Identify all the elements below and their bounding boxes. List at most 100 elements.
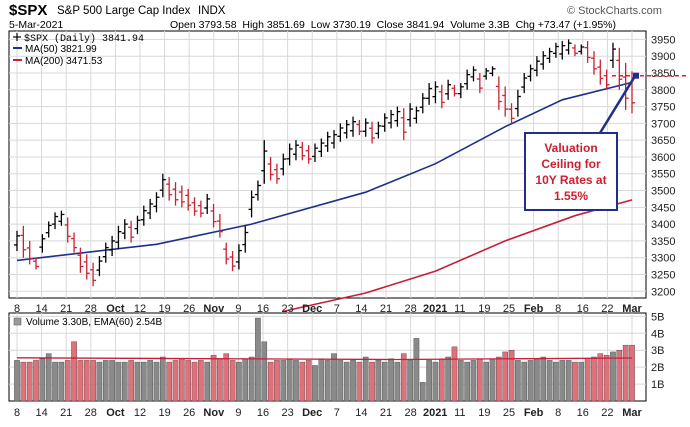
volume-bar xyxy=(90,360,96,402)
volume-tick-label: 5B xyxy=(651,311,664,323)
volume-bar xyxy=(191,361,198,402)
volume-bar xyxy=(324,360,331,402)
volume-bar xyxy=(400,353,407,402)
price-tick-label: 3250 xyxy=(651,269,675,281)
price-tick-label: 3350 xyxy=(651,236,675,248)
volume-bar xyxy=(280,360,287,402)
volume-bar xyxy=(394,361,401,402)
volume-bar xyxy=(267,361,274,402)
volume-x-tick-label: 12 xyxy=(134,407,146,419)
volume-bar xyxy=(419,382,426,402)
volume-bar xyxy=(286,358,293,402)
annotation-box xyxy=(524,132,618,211)
volume-bar xyxy=(388,358,394,402)
volume-bar xyxy=(331,353,337,402)
chart-date: 5-Mar-2021 xyxy=(9,19,63,31)
volume-legend: Volume 3.30B, EMA(60) 2.54B xyxy=(13,317,163,328)
volume-bar xyxy=(141,361,147,402)
volume-bar xyxy=(236,361,242,402)
volume-bar xyxy=(71,341,77,402)
volume-bar xyxy=(540,356,547,402)
volume-bar xyxy=(502,351,508,402)
volume-bar xyxy=(413,338,420,402)
x-tick-label: 11 xyxy=(454,303,465,315)
volume-x-tick-label: 2021 xyxy=(423,407,447,419)
price-tick-label: 3750 xyxy=(651,102,675,114)
last-point-marker xyxy=(633,72,639,79)
volume-bar xyxy=(534,358,540,402)
volume-bar xyxy=(496,356,502,402)
volume-bar xyxy=(312,365,318,402)
annotation-line-2: Ceiling for xyxy=(541,157,601,171)
volume-bar xyxy=(210,355,217,402)
annotation-line-4: 1.55% xyxy=(554,189,588,203)
volume-bar xyxy=(337,360,344,402)
volume-bar xyxy=(572,361,578,402)
x-tick-label: Dec xyxy=(302,303,322,315)
volume-bar xyxy=(470,360,477,402)
volume-bar xyxy=(261,341,268,402)
volume-bar xyxy=(622,344,629,402)
x-tick-label: 21 xyxy=(380,303,392,315)
x-tick-label: 19 xyxy=(158,303,170,315)
price-tick-label: 3650 xyxy=(651,135,675,147)
volume-tick-label: 1B xyxy=(651,379,664,391)
price-tick-label: 3700 xyxy=(651,118,675,130)
volume-bar xyxy=(121,361,128,402)
price-tick-label: 3400 xyxy=(651,219,675,231)
x-tick-label: 16 xyxy=(257,303,269,315)
price-x-axis: 8 14 21 28 Oct 12 19 26 Nov 9 16 23 Dec 7 14 21 28 2021 11… xyxy=(14,303,643,315)
volume-bar xyxy=(293,360,299,402)
x-tick-label: 7 xyxy=(334,303,340,315)
volume-x-tick-label: 22 xyxy=(601,407,613,419)
volume-bar xyxy=(115,361,122,402)
valuation-annotation: Valuation Ceiling for 10Y Rates at 1.55% xyxy=(524,77,636,211)
volume-x-tick-label: 14 xyxy=(35,407,47,419)
volume-x-tick-label: 21 xyxy=(380,407,392,419)
volume-tick-label: 2B xyxy=(651,362,664,374)
volume-tick-label: 4B xyxy=(651,328,664,340)
legend-ma200: MA(200) 3471.53 xyxy=(25,56,103,67)
watermark: © StockCharts.com xyxy=(567,5,662,17)
volume-bar xyxy=(305,360,312,402)
volume-bar xyxy=(458,360,464,402)
volume-x-tick-label: Dec xyxy=(302,407,322,419)
volume-bar xyxy=(274,360,280,402)
x-tick-label: Feb xyxy=(524,303,544,315)
volume-bar xyxy=(508,350,515,402)
volume-bar xyxy=(629,344,635,402)
x-tick-label: 21 xyxy=(60,303,72,315)
volume-x-tick-label: 7 xyxy=(334,407,340,419)
x-tick-label: 25 xyxy=(503,303,515,315)
volume-x-tick-label: 9 xyxy=(235,407,241,419)
ma50-line xyxy=(16,81,633,262)
volume-bar xyxy=(369,361,375,402)
volume-bar xyxy=(559,360,566,402)
volume-bar xyxy=(464,361,470,402)
volume-tick-label: 3B xyxy=(651,345,664,357)
volume-bar xyxy=(489,358,496,402)
volume-x-tick-label: Oct xyxy=(106,407,125,419)
price-tick-label: 3200 xyxy=(651,286,675,298)
volume-x-tick-label: 16 xyxy=(257,407,269,419)
volume-x-tick-label: 28 xyxy=(404,407,416,419)
volume-x-tick-label: 21 xyxy=(60,407,72,419)
price-axis: 3200 3250 3300 3350 3400 3450 3500 3550 3600 3650… xyxy=(651,34,675,298)
volume-bar xyxy=(64,360,71,402)
volume-bar xyxy=(242,358,249,402)
x-tick-label: 28 xyxy=(404,303,416,315)
volume-bar xyxy=(546,360,553,402)
x-tick-label: Mar xyxy=(622,303,642,315)
volume-x-tick-label: 16 xyxy=(577,407,589,419)
ohlc-summary: Open 3793.58 High 3851.69 Low 3730.19 Cl… xyxy=(170,19,616,31)
volume-bar xyxy=(229,360,236,402)
volume-x-tick-label: 8 xyxy=(14,407,20,419)
x-tick-label: 23 xyxy=(281,303,293,315)
volume-bar xyxy=(26,361,33,402)
annotation-line-1: Valuation xyxy=(544,141,597,155)
x-tick-label: Oct xyxy=(106,303,125,315)
x-tick-label: 12 xyxy=(134,303,146,315)
volume-bar xyxy=(102,360,109,402)
volume-axis: 1B 2B 3B 4B 5B xyxy=(651,311,664,391)
x-tick-label: 28 xyxy=(85,303,97,315)
